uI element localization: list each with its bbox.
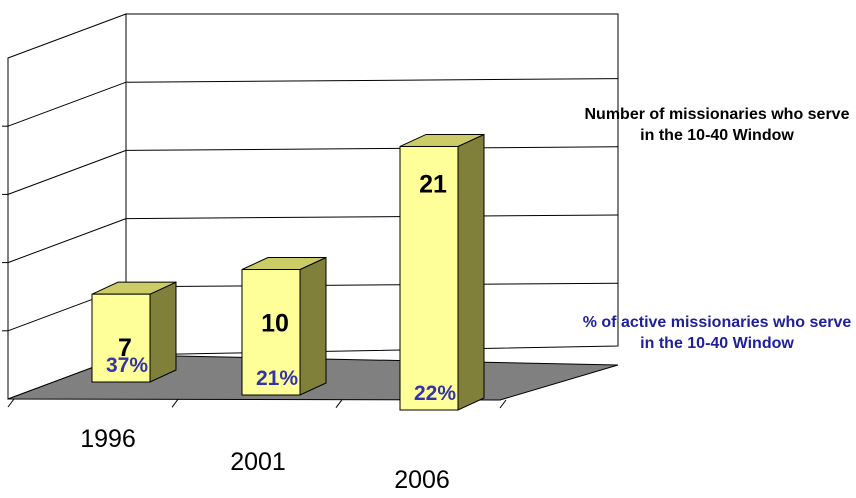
data-label-count-2006: 21 bbox=[419, 170, 447, 198]
x-tick-mark bbox=[7, 398, 15, 408]
x-tick-label-1996: 1996 bbox=[80, 425, 136, 453]
x-tick-mark bbox=[499, 399, 507, 409]
data-label-percent-2001: 21% bbox=[256, 367, 298, 390]
gridline-side bbox=[7, 218, 127, 264]
data-label-percent-2006: 22% bbox=[414, 382, 456, 405]
x-tick-mark bbox=[171, 399, 179, 408]
bar-1996 bbox=[91, 293, 151, 383]
bar-group bbox=[91, 133, 485, 411]
x-tick-group: 1996 2001 2006 bbox=[7, 398, 507, 494]
gridline-back bbox=[125, 146, 619, 151]
legend-entry-count: Number of missionaries who serve in the … bbox=[584, 106, 850, 144]
data-label-group: 737% 10 21% 21 22% bbox=[106, 170, 456, 405]
gridline-back bbox=[125, 214, 619, 220]
bar-2006 bbox=[399, 145, 459, 411]
gridline-back bbox=[125, 282, 619, 288]
bar-side-2001 bbox=[299, 256, 327, 396]
data-label-count-2001: 10 bbox=[261, 310, 289, 338]
gridline-side bbox=[7, 149, 127, 195]
gridline-side bbox=[7, 81, 127, 127]
bar-2001 bbox=[241, 269, 301, 396]
data-label-percent-1996: 37% bbox=[106, 354, 148, 377]
back-wall bbox=[125, 13, 619, 356]
x-tick-mark bbox=[335, 399, 343, 408]
x-tick-label-2006: 2006 bbox=[394, 466, 450, 494]
bar-side-1996 bbox=[149, 281, 177, 383]
x-tick-label-2001: 2001 bbox=[230, 448, 286, 476]
data-label-count-1996: 7 bbox=[118, 334, 132, 362]
gridline-back bbox=[125, 78, 619, 83]
bar-side-2006 bbox=[457, 133, 485, 411]
legend-entry-percent: % of active missionaries who serve in th… bbox=[582, 314, 852, 352]
